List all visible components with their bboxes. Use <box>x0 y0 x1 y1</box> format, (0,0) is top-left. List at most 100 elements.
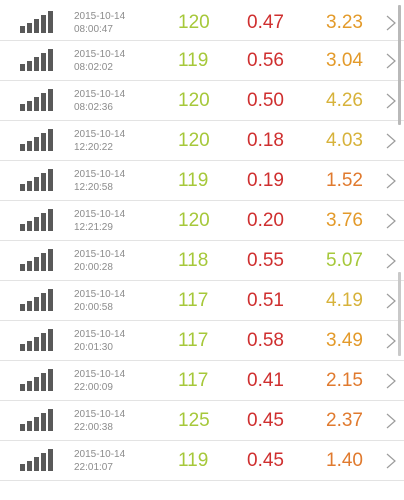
record-date: 2015-10-14 <box>74 129 126 140</box>
record-date: 2015-10-14 <box>74 369 126 380</box>
record-datetime: 2015-10-14 08:00:47 <box>74 10 125 36</box>
record-date: 2015-10-14 <box>74 11 126 22</box>
value-3: 1.52 <box>326 170 363 191</box>
chevron-right-icon <box>386 293 396 309</box>
value-2: 0.20 <box>247 210 284 231</box>
record-list: 2015-10-14 08:00:47 120 0.47 3.23 2015-10-14 0… <box>0 3 404 481</box>
list-item[interactable]: 2015-10-14 20:00:58 117 0.51 4.19 <box>0 281 404 321</box>
list-item[interactable]: 2015-10-14 12:21:29 120 0.20 3.76 <box>0 201 404 241</box>
record-time: 20:00:58 <box>74 302 113 313</box>
list-item[interactable]: 2015-10-14 08:00:47 120 0.47 3.23 <box>0 3 404 41</box>
value-2: 0.41 <box>247 370 284 391</box>
record-date: 2015-10-14 <box>74 409 126 420</box>
list-item[interactable]: 2015-10-14 20:00:28 118 0.55 5.07 <box>0 241 404 281</box>
value-3: 4.19 <box>326 290 363 311</box>
record-date: 2015-10-14 <box>74 329 126 340</box>
record-date: 2015-10-14 <box>74 249 126 260</box>
chevron-right-icon <box>386 413 396 429</box>
chevron-right-icon <box>386 213 396 229</box>
record-datetime: 2015-10-14 08:02:36 <box>74 88 125 114</box>
value-1: 119 <box>178 450 209 471</box>
scrollbar-thumb[interactable] <box>398 5 401 125</box>
value-2: 0.58 <box>247 330 284 351</box>
scrollbar-thumb-secondary <box>398 272 401 356</box>
record-datetime: 2015-10-14 08:02:02 <box>74 48 125 74</box>
record-datetime: 2015-10-14 12:20:58 <box>74 168 125 194</box>
value-3: 4.03 <box>326 130 363 151</box>
chevron-right-icon <box>386 373 396 389</box>
list-item[interactable]: 2015-10-14 20:01:30 117 0.58 3.49 <box>0 321 404 361</box>
record-time: 08:00:47 <box>74 24 113 35</box>
value-1: 120 <box>178 130 210 151</box>
list-item[interactable]: 2015-10-14 12:20:58 119 0.19 1.52 <box>0 161 404 201</box>
chevron-right-icon <box>386 173 396 189</box>
record-time: 22:00:09 <box>74 382 113 393</box>
chevron-right-icon <box>386 15 396 31</box>
value-2: 0.55 <box>247 250 284 271</box>
record-date: 2015-10-14 <box>74 89 126 100</box>
record-time: 08:02:36 <box>74 102 113 113</box>
record-time: 12:20:58 <box>74 182 113 193</box>
list-item[interactable]: 2015-10-14 22:00:09 117 0.41 2.15 <box>0 361 404 401</box>
signal-bars-icon <box>20 49 53 71</box>
record-datetime: 2015-10-14 12:20:22 <box>74 128 125 154</box>
value-3: 1.40 <box>326 450 363 471</box>
chevron-right-icon <box>386 53 396 69</box>
record-date: 2015-10-14 <box>74 209 126 220</box>
value-1: 125 <box>178 410 210 431</box>
record-time: 12:20:22 <box>74 142 113 153</box>
record-datetime: 2015-10-14 20:00:58 <box>74 288 125 314</box>
signal-bars-icon <box>20 89 53 111</box>
record-time: 20:01:30 <box>74 342 113 353</box>
value-3: 4.26 <box>326 90 363 111</box>
record-time: 22:00:38 <box>74 422 113 433</box>
record-date: 2015-10-14 <box>74 289 126 300</box>
value-1: 119 <box>178 170 209 191</box>
chevron-right-icon <box>386 133 396 149</box>
record-date: 2015-10-14 <box>74 49 126 60</box>
record-datetime: 2015-10-14 20:00:28 <box>74 248 125 274</box>
record-time: 08:02:02 <box>74 62 113 73</box>
record-datetime: 2015-10-14 22:00:09 <box>74 368 125 394</box>
list-item[interactable]: 2015-10-14 08:02:02 119 0.56 3.04 <box>0 41 404 81</box>
chevron-right-icon <box>386 333 396 349</box>
signal-bars-icon <box>20 329 53 351</box>
value-2: 0.50 <box>247 90 284 111</box>
value-3: 2.37 <box>326 410 363 431</box>
chevron-right-icon <box>386 253 396 269</box>
value-3: 3.04 <box>326 50 363 71</box>
value-3: 2.15 <box>326 370 363 391</box>
signal-bars-icon <box>20 449 53 471</box>
value-1: 117 <box>178 370 209 391</box>
signal-bars-icon <box>20 369 53 391</box>
value-2: 0.56 <box>247 50 284 71</box>
value-1: 120 <box>178 210 210 231</box>
value-3: 5.07 <box>326 250 363 271</box>
chevron-right-icon <box>386 93 396 109</box>
value-3: 3.49 <box>326 330 363 351</box>
value-1: 117 <box>178 290 209 311</box>
list-item[interactable]: 2015-10-14 22:00:38 125 0.45 2.37 <box>0 401 404 441</box>
list-item[interactable]: 2015-10-14 08:02:36 120 0.50 4.26 <box>0 81 404 121</box>
record-date: 2015-10-14 <box>74 449 126 460</box>
value-2: 0.45 <box>247 410 284 431</box>
chevron-right-icon <box>386 453 396 469</box>
signal-bars-icon <box>20 289 53 311</box>
record-time: 22:01:07 <box>74 462 113 473</box>
record-date: 2015-10-14 <box>74 169 126 180</box>
record-datetime: 2015-10-14 20:01:30 <box>74 328 125 354</box>
signal-bars-icon <box>20 209 53 231</box>
signal-bars-icon <box>20 409 53 431</box>
value-2: 0.18 <box>247 130 284 151</box>
signal-bars-icon <box>20 169 53 191</box>
value-2: 0.51 <box>247 290 284 311</box>
value-2: 0.47 <box>247 12 284 33</box>
value-1: 120 <box>178 90 210 111</box>
record-datetime: 2015-10-14 12:21:29 <box>74 208 125 234</box>
value-1: 120 <box>178 12 210 33</box>
list-item[interactable]: 2015-10-14 12:20:22 120 0.18 4.03 <box>0 121 404 161</box>
list-item[interactable]: 2015-10-14 22:01:07 119 0.45 1.40 <box>0 441 404 481</box>
value-1: 118 <box>178 250 209 271</box>
signal-bars-icon <box>20 249 53 271</box>
value-3: 3.76 <box>326 210 363 231</box>
